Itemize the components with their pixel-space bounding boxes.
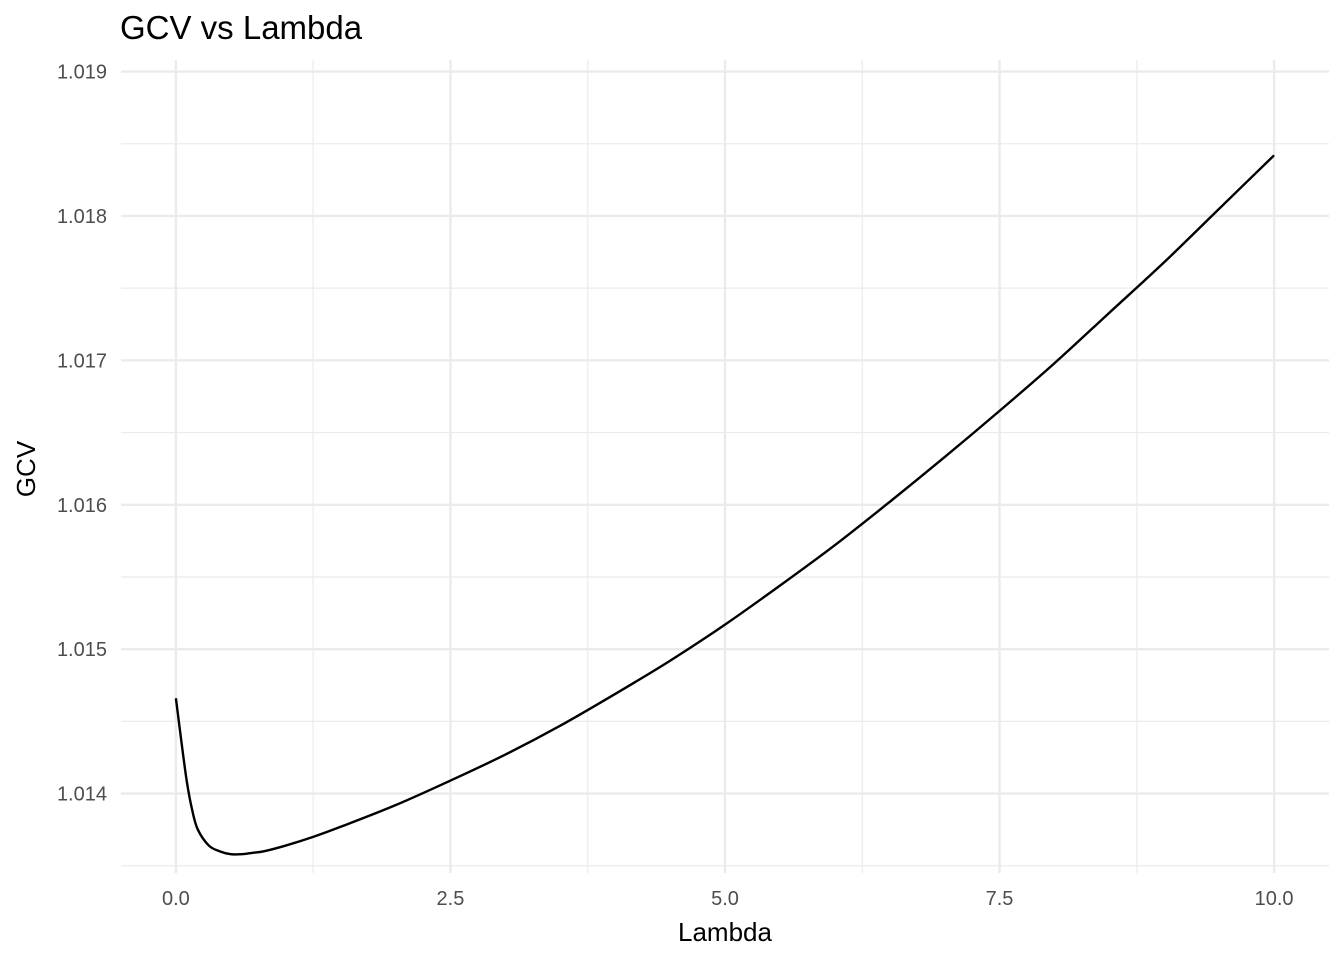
- grid-lines: [121, 60, 1329, 873]
- y-tick-label: 1.018: [57, 206, 107, 228]
- y-axis-title: GCV: [11, 440, 41, 497]
- gcv-series-line: [174, 154, 1275, 856]
- y-tick-label: 1.015: [57, 639, 107, 661]
- y-tick-label: 1.016: [57, 495, 107, 517]
- y-tick-label: 1.019: [57, 62, 107, 84]
- y-tick-label: 1.017: [57, 350, 107, 372]
- x-axis-tick-labels: 0.0 2.5 5.0 7.5 10.0: [162, 888, 1294, 910]
- x-tick-label: 5.0: [711, 888, 739, 910]
- x-tick-label: 7.5: [986, 888, 1014, 910]
- y-axis-tick-labels: 1.014 1.015 1.016 1.017 1.018 1.019: [57, 62, 107, 806]
- x-tick-label: 0.0: [162, 888, 190, 910]
- x-tick-label: 10.0: [1255, 888, 1294, 910]
- chart-title: GCV vs Lambda: [120, 9, 363, 46]
- x-axis-title: Lambda: [678, 917, 772, 947]
- x-tick-label: 2.5: [437, 888, 465, 910]
- y-tick-label: 1.014: [57, 784, 107, 806]
